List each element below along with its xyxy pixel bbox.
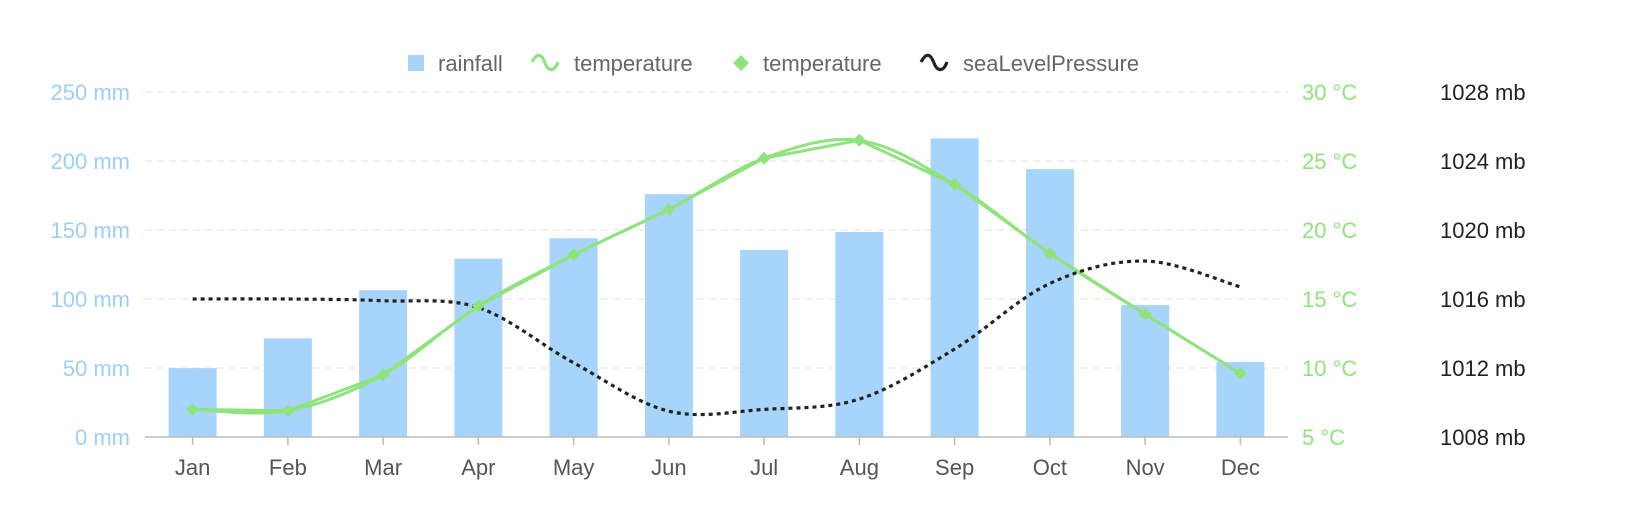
marker-temperature [1233,367,1247,381]
bar-rainfall [263,338,312,437]
x-axis-tick-label: Aug [840,455,879,480]
left-axis-tick-label: 200 mm [51,149,130,174]
tick-labels: 0 mm 5 °C 1008 mb 50 mm 10 °C 1012 mb 100 mm 15… [51,80,1526,480]
line-sea-level-pressure [192,259,1241,417]
left-axis-tick-label: 50 mm [63,356,130,381]
right-axis-temperature-tick-label: 10 °C [1302,356,1357,381]
x-axis-tick-label: Jun [651,455,686,480]
x-axis-tick-label: Jan [175,455,210,480]
x-axis-tick-label: Sep [935,455,974,480]
marker-temperature [757,151,771,165]
legend-label: rainfall [438,51,503,76]
marker-temperature [567,248,581,262]
right-axis-pressure-tick-label: 1016 mb [1440,287,1526,312]
left-axis-tick-label: 0 mm [75,425,130,450]
bar-rainfall [1025,169,1074,437]
legend-marker-line [530,53,560,72]
bar-rainfall [835,232,884,437]
line-temperature-markers [192,138,1242,413]
right-axis-pressure-tick-label: 1028 mb [1440,80,1526,105]
x-axis-tick-label: Apr [461,455,495,480]
legend-label: temperature [763,51,882,76]
x-axis-tick-label: Oct [1033,455,1067,480]
bar-rainfall [549,238,598,437]
legend-marker-line [919,53,949,72]
left-axis-tick-label: 100 mm [51,287,130,312]
x-axis [145,436,1288,445]
marker-temperature [948,177,962,191]
x-axis-tick-label: May [553,455,595,480]
legend-label: seaLevelPressure [963,51,1139,76]
series-lines [192,137,1242,417]
bar-rainfall [454,258,503,437]
gridlines [145,91,1288,369]
temperature-markers [186,133,1247,418]
right-axis-pressure-tick-label: 1024 mb [1440,149,1526,174]
right-axis-temperature-tick-label: 20 °C [1302,218,1357,243]
bar-rainfall [1121,305,1170,437]
x-axis-tick-label: Mar [364,455,402,480]
marker-temperature [1043,246,1057,260]
bar-rainfall [740,249,789,437]
legend-marker-rainfall [408,55,424,71]
bar-rainfall [168,368,217,437]
right-axis-temperature-tick-label: 30 °C [1302,80,1357,105]
marker-temperature [186,402,200,416]
x-axis-tick-label: Jul [750,455,778,480]
marker-temperature [1138,307,1152,321]
left-axis-tick-label: 250 mm [51,80,130,105]
bar-rainfall [644,194,693,437]
x-axis-tick-label: Feb [269,455,307,480]
left-axis-tick-label: 150 mm [51,218,130,243]
marker-temperature [852,133,866,147]
legend: rainfall temperature temperature seaLevelPr… [408,51,1139,76]
marker-temperature [376,368,390,382]
right-axis-temperature-tick-label: 5 °C [1302,425,1345,450]
x-axis-tick-label: Nov [1126,455,1165,480]
marker-temperature [281,404,295,418]
right-axis-temperature-tick-label: 25 °C [1302,149,1357,174]
right-axis-temperature-tick-label: 15 °C [1302,287,1357,312]
rainfall-bars [168,138,1265,438]
x-axis-tick-label: Dec [1221,455,1260,480]
legend-marker-diamond [733,55,749,71]
legend-label: temperature [574,51,693,76]
marker-temperature [471,299,485,313]
right-axis-pressure-tick-label: 1020 mb [1440,218,1526,243]
marker-temperature [662,202,676,216]
right-axis-pressure-tick-label: 1008 mb [1440,425,1526,450]
right-axis-pressure-tick-label: 1012 mb [1440,356,1526,381]
